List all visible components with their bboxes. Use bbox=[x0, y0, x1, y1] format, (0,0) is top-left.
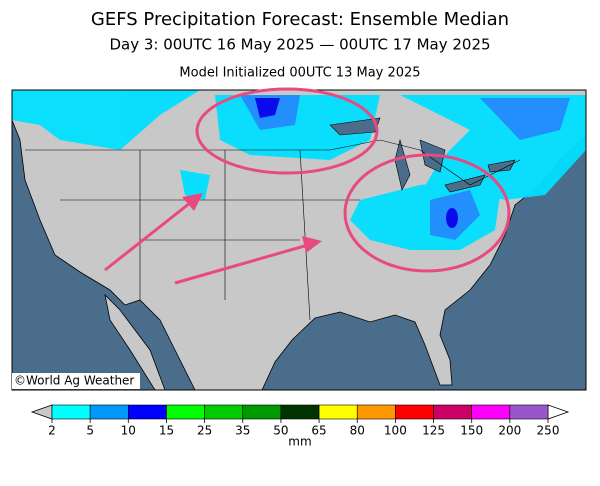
colorbar-unit: mm bbox=[288, 435, 311, 449]
initialized: Model Initialized 00UTC 13 May 2025 bbox=[179, 66, 420, 81]
colorbar-label: 50 bbox=[273, 424, 288, 438]
map: ©World Ag Weather bbox=[11, 87, 587, 391]
colorbar-label: 80 bbox=[350, 424, 365, 438]
colorbar-label: 25 bbox=[197, 424, 212, 438]
colorbar-swatch bbox=[395, 404, 434, 420]
baja bbox=[104, 293, 166, 390]
borders bbox=[25, 139, 521, 321]
colorbar-low bbox=[30, 404, 53, 420]
annotations bbox=[104, 87, 511, 285]
colorbar-label: 250 bbox=[537, 424, 560, 438]
colorbar-swatch bbox=[242, 404, 282, 420]
colorbar-swatch bbox=[356, 404, 396, 420]
colorbar-swatch bbox=[509, 404, 549, 420]
credit-box bbox=[12, 373, 140, 389]
colorbar-label: 2 bbox=[48, 424, 56, 438]
colorbar-label: 65 bbox=[311, 424, 326, 438]
subtitle: Day 3: 00UTC 16 May 2025 — 00UTC 17 May … bbox=[109, 36, 490, 54]
colorbar-swatch bbox=[128, 404, 167, 420]
colorbar-swatch bbox=[471, 404, 511, 420]
colorbar-swatch bbox=[204, 404, 244, 420]
colorbar-swatch bbox=[280, 404, 320, 420]
credit: ©World Ag Weather bbox=[14, 374, 134, 388]
colorbar-high bbox=[547, 404, 570, 420]
colorbar-label: 100 bbox=[384, 424, 407, 438]
colorbar-label: 5 bbox=[86, 424, 94, 438]
colorbar-label: 35 bbox=[235, 424, 250, 438]
colorbar-label: 200 bbox=[498, 424, 521, 438]
colorbar-swatch bbox=[89, 404, 129, 420]
colorbar-label: 10 bbox=[121, 424, 136, 438]
colorbar-label: 125 bbox=[422, 424, 445, 438]
colorbar-label: 150 bbox=[460, 424, 483, 438]
colorbar-label: 15 bbox=[159, 424, 174, 438]
colorbar-swatch bbox=[51, 404, 91, 420]
precip bbox=[12, 90, 586, 250]
colorbar-swatch bbox=[166, 404, 205, 420]
title: GEFS Precipitation Forecast: Ensemble Me… bbox=[91, 9, 509, 30]
colorbar-swatch bbox=[318, 404, 358, 420]
colorbar: 2 5 10 15 25 35 50 65 80 100 125 150 200 250 bbox=[30, 404, 570, 438]
colorbar-swatch bbox=[433, 404, 472, 420]
